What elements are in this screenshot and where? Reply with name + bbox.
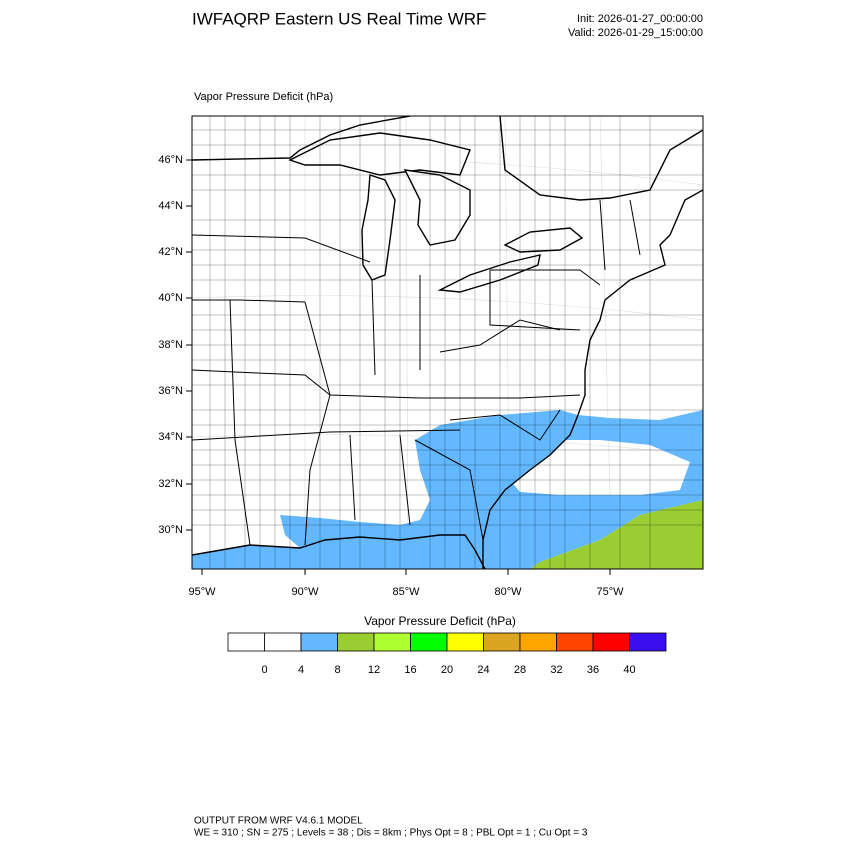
lat-label: 46°N	[158, 154, 183, 166]
colorbar-box	[227, 632, 265, 652]
footer-line: WE = 310 ; SN = 275 ; Levels = 38 ; Dis …	[194, 828, 588, 839]
colorbar-box	[337, 632, 375, 652]
lon-label: 75°W	[596, 586, 624, 598]
colorbar: 0 4 8 12 16 20 24 28 32 36 40	[227, 632, 667, 676]
county-lines	[192, 116, 703, 569]
footer-line: OUTPUT FROM WRF V4.6.1 MODEL	[194, 816, 363, 827]
valid-time: Valid: 2026-01-29_15:00:00	[568, 27, 703, 39]
lat-label: 40°N	[158, 292, 183, 304]
map-frame	[191, 115, 704, 570]
colorbar-box	[592, 632, 630, 652]
colorbar-tick-label: 16	[404, 664, 416, 676]
colorbar-box	[373, 632, 411, 652]
gulf-fill	[192, 535, 485, 569]
ocean-fill-green	[530, 500, 703, 569]
land-fill	[280, 410, 578, 569]
colorbar-box	[629, 632, 667, 652]
lat-label: 44°N	[158, 200, 183, 212]
colorbar-tick-label: 24	[477, 664, 489, 676]
lon-label: 95°W	[188, 586, 216, 598]
lat-label: 32°N	[158, 478, 183, 490]
colorbar-tick-label: 0	[261, 664, 267, 676]
colorbar-box	[446, 632, 484, 652]
lat-label: 38°N	[158, 339, 183, 351]
init-time: Init: 2026-01-27_00:00:00	[577, 13, 703, 25]
ocean-fill	[483, 410, 703, 569]
colorbar-title: Vapor Pressure Deficit (hPa)	[364, 614, 516, 628]
colorbar-tick-label: 4	[298, 664, 304, 676]
lat-label: 42°N	[158, 246, 183, 258]
page-title: IWFAQRP Eastern US Real Time WRF	[192, 9, 486, 28]
colorbar-tick-label: 12	[368, 664, 380, 676]
lat-label: 30°N	[158, 524, 183, 536]
colorbar-box	[556, 632, 594, 652]
colorbar-tick-label: 8	[334, 664, 340, 676]
lon-label: 85°W	[392, 586, 420, 598]
colorbar-box	[410, 632, 448, 652]
colorbar-tick-label: 32	[550, 664, 562, 676]
colorbar-tick-label: 40	[623, 664, 635, 676]
colorbar-box	[483, 632, 521, 652]
map-title: Vapor Pressure Deficit (hPa)	[194, 91, 333, 103]
map	[191, 115, 704, 570]
lon-label: 90°W	[291, 586, 319, 598]
colorbar-tick-label: 20	[441, 664, 453, 676]
colorbar-box	[300, 632, 338, 652]
colorbar-tick-label: 28	[514, 664, 526, 676]
colorbar-box	[264, 632, 302, 652]
lat-label: 36°N	[158, 385, 183, 397]
colorbar-box	[519, 632, 557, 652]
lon-label: 80°W	[494, 586, 522, 598]
lat-label: 34°N	[158, 431, 183, 443]
colorbar-tick-label: 36	[587, 664, 599, 676]
